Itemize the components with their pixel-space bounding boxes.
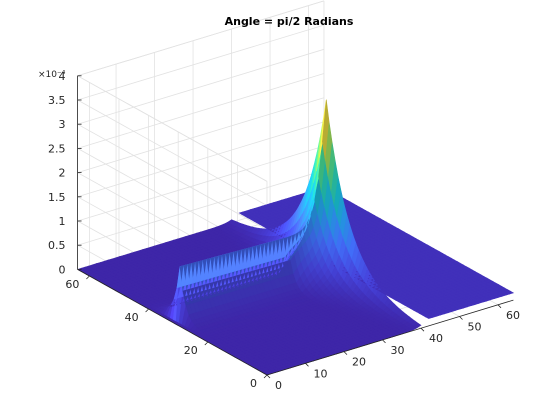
box-edge — [77, 75, 268, 182]
y-tick-label: 0 — [250, 377, 257, 390]
grid-line — [77, 24, 325, 101]
z-tick-label: 2.5 — [48, 142, 66, 155]
z-tick-label: 1 — [59, 215, 66, 228]
x-tick-label: 50 — [468, 321, 482, 334]
x-tick-mark — [305, 363, 309, 367]
z-exponent-label: ×10⁻⁴ — [38, 70, 66, 80]
x-tick-mark — [497, 304, 502, 309]
x-tick-label: 10 — [314, 367, 328, 380]
grid-line — [77, 48, 325, 125]
y-tick-label: 40 — [125, 311, 139, 324]
grid-line — [77, 123, 268, 231]
z-tick-label: 3 — [59, 118, 66, 131]
box-edge — [77, 0, 325, 77]
x-tick-label: 30 — [391, 344, 405, 357]
x-axis-line — [266, 299, 514, 376]
z-tick-label: 0 — [59, 263, 66, 276]
x-tick-mark — [266, 374, 271, 379]
chart-title: Angle = pi/2 Radians — [225, 15, 354, 28]
grid-line — [77, 97, 325, 173]
grid-line — [77, 73, 325, 149]
x-tick-mark — [343, 351, 348, 355]
x-tick-mark — [382, 339, 386, 344]
grid-line — [77, 99, 268, 206]
x-tick-label: 60 — [506, 309, 520, 322]
surface-patch — [505, 290, 515, 295]
z-tick-label: 1.5 — [48, 191, 66, 204]
y-tick-label: 60 — [65, 278, 79, 291]
x-tick-label: 20 — [352, 356, 366, 369]
surface-patch — [413, 322, 422, 329]
surface-plot — [76, 99, 515, 376]
x-tick-mark — [420, 327, 425, 332]
z-tick-label: 0.5 — [48, 239, 66, 252]
y-tick-mark — [204, 341, 209, 346]
z-tick-label: 4 — [59, 70, 66, 83]
y-axis-line — [77, 269, 268, 376]
z-tick-label: 3.5 — [48, 94, 66, 107]
y-tick-label: 20 — [184, 344, 198, 357]
x-tick-mark — [459, 316, 463, 320]
x-tick-label: 0 — [275, 379, 282, 392]
x-tick-label: 40 — [429, 332, 443, 345]
y-tick-mark — [263, 374, 268, 379]
z-tick-label: 2 — [59, 167, 66, 180]
y-tick-mark — [86, 275, 90, 280]
grid-line — [77, 121, 325, 198]
y-tick-mark — [145, 308, 149, 313]
